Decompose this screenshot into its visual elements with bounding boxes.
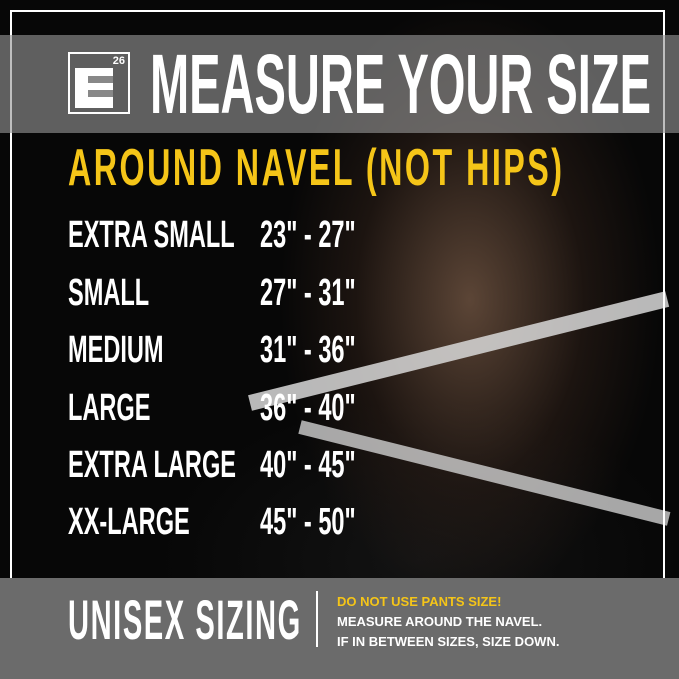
size-range: 36" - 40" [260, 387, 356, 429]
unisex-heading: UNISEX SIZING [68, 588, 302, 651]
size-label: MEDIUM [68, 329, 164, 371]
brand-logo: 26 [68, 52, 130, 114]
subtitle: AROUND NAVEL (NOT HIPS) [68, 139, 565, 197]
size-label: EXTRA LARGE [68, 444, 236, 486]
size-range: 40" - 45" [260, 444, 356, 486]
note-line: MEASURE AROUND THE NAVEL. [337, 614, 543, 629]
logo-e-notch [88, 76, 113, 83]
page-title: MEASURE YOUR SIZE [150, 37, 651, 131]
header-band [0, 35, 679, 133]
logo-e-notch [88, 90, 113, 97]
size-label: SMALL [68, 272, 150, 314]
size-label: LARGE [68, 387, 151, 429]
size-label: EXTRA SMALL [68, 214, 235, 256]
size-range: 31" - 36" [260, 329, 356, 371]
logo-e-icon [75, 68, 113, 108]
size-label: XX-LARGE [68, 501, 190, 543]
divider [316, 591, 318, 647]
size-range: 27" - 31" [260, 272, 356, 314]
footer-band [0, 578, 679, 679]
size-range: 23" - 27" [260, 214, 356, 256]
footer-notes: DO NOT USE PANTS SIZE! MEASURE AROUND TH… [337, 592, 559, 652]
logo-number: 26 [112, 55, 125, 67]
note-line: IF IN BETWEEN SIZES, SIZE DOWN. [337, 634, 560, 649]
warning-text: DO NOT USE PANTS SIZE! [337, 594, 502, 609]
size-range: 45" - 50" [260, 501, 356, 543]
